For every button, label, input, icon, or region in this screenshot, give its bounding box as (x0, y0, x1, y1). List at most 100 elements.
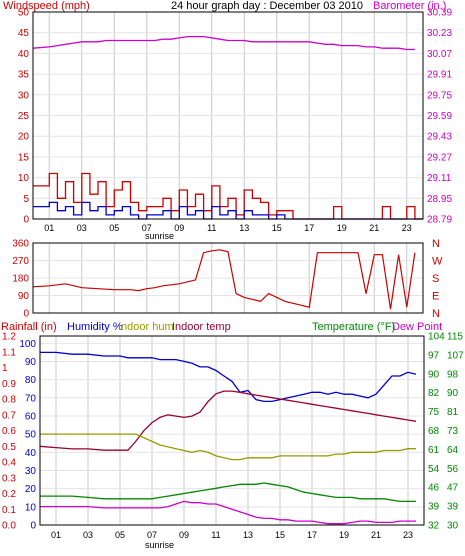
temperature-tick-label-outer: 81 (447, 407, 459, 418)
temperature-tick-label-inner: 68 (428, 426, 440, 437)
wind-direction-compass-label: W (432, 256, 443, 268)
windspeed-tick-label: 35 (18, 70, 30, 81)
wind-baro-x-tick-label: 23 (402, 223, 412, 233)
series-line-temperature (40, 482, 416, 503)
temperature-tick-label-inner: 54 (428, 464, 440, 475)
rainfall-tick-label: 1.2 (2, 332, 16, 343)
humidity-tick-label: 90 (25, 357, 37, 368)
wind-baro-x-tick-label: 05 (109, 223, 119, 233)
wind-direction-compass-label: S (432, 273, 439, 285)
barometer-tick-label: 29.11 (427, 173, 452, 184)
wind-direction-gridlines (33, 243, 423, 313)
rainfall-tick-label: 1.1 (2, 347, 16, 358)
temperature-tick-label-outer: 115 (447, 332, 463, 343)
rainfall-tick-label: 0.3 (2, 473, 16, 484)
wind-direction-degree-label: 270 (12, 256, 29, 267)
windspeed-tick-label: 50 (18, 8, 30, 19)
humidity-tick-label: 10 (25, 502, 37, 513)
climate-series (39, 351, 417, 525)
wind-baro-x-tick-label: 07 (142, 223, 152, 233)
temperature-tick-label-inner: 104 (428, 332, 445, 343)
temperature-tick-label-inner: 32 (428, 521, 440, 532)
windspeed-tick-label: 45 (18, 28, 30, 39)
wind-baro-x-tick-label: 19 (337, 223, 347, 233)
wind-direction-series (32, 249, 416, 310)
rainfall-tick-label: 0.9 (2, 379, 16, 390)
humidity-tick-label: 80 (25, 375, 37, 386)
barometer-tick-label: 30.39 (427, 8, 452, 19)
wind-direction-plot-border (32, 242, 424, 314)
sunrise-label-2: sunrise (145, 540, 174, 550)
windspeed-tick-label: 20 (18, 132, 30, 143)
temperature-tick-label-inner: 39 (428, 502, 440, 513)
wind-direction-degree-label: 360 (12, 239, 29, 250)
rainfall-tick-labels: 0.0 0.1 0.2 0.3 0.4 0.5 0.6 0.7 0.8 0.9 1 1.1 1.2 (2, 332, 16, 532)
wind-baro-x-tick-labels: 01 03 05 07 09 11 13 15 17 19 21 23 (44, 223, 412, 233)
humidity-tick-label: 30 (25, 466, 37, 477)
humidity-tick-labels: 0 10 20 30 40 50 60 70 80 90 100 (19, 339, 36, 532)
series-line-dew-point (40, 500, 416, 525)
rainfall-tick-label: 0.5 (2, 442, 16, 453)
temperature-tick-label-outer: 73 (447, 426, 459, 437)
windspeed-tick-label: 25 (18, 111, 30, 122)
rainfall-tick-label: 0.2 (2, 489, 16, 500)
humidity-tick-label: 0 (30, 521, 36, 532)
temperature-tick-label-outer: 98 (447, 369, 459, 380)
rainfall-axis-label: Rainfall (in) (1, 321, 57, 333)
wind-baro-x-tick-label: 11 (207, 223, 216, 233)
humidity-tick-label: 20 (25, 484, 37, 495)
series-line-indoor-hum (40, 433, 416, 461)
windspeed-tick-label: 0 (23, 215, 29, 226)
temperature-tick-label-outer: 56 (447, 464, 459, 475)
windspeed-axis-label: Windspeed (mph) (3, 0, 90, 12)
sunrise-label-1: sunrise (145, 231, 174, 241)
rainfall-tick-label: 0.6 (2, 426, 16, 437)
temperature-tick-label-inner: 61 (428, 445, 440, 456)
rainfall-tick-label: 0.1 (2, 505, 16, 516)
series-line-wind-direction (32, 249, 416, 310)
rainfall-tick-label: 0.0 (2, 521, 16, 532)
humidity-tick-label: 40 (25, 448, 37, 459)
temperature-tick-label-inner: 75 (428, 407, 440, 418)
temperature-tick-label-inner: 46 (428, 483, 440, 494)
barometer-tick-label: 28.95 (427, 194, 452, 205)
temperature-tick-label-outer: 39 (447, 502, 459, 513)
wind-baro-x-tick-label: 13 (239, 223, 249, 233)
wind-direction-compass-label: E (432, 291, 439, 303)
barometer-axis-label: Barometer (in.) (373, 0, 446, 12)
humidity-axis-label: Humidity % (67, 321, 123, 333)
humidity-tick-label: 60 (25, 411, 37, 422)
wind-direction-compass-label: N (432, 308, 440, 320)
wind-baro-x-tick-label: 15 (272, 223, 282, 233)
wind-direction-degree-label: 90 (18, 291, 30, 302)
windspeed-tick-labels: 0 5 10 15 20 25 30 35 40 45 50 (18, 8, 30, 226)
climate-x-tick-label: 21 (371, 530, 381, 540)
temperature-tick-label-outer: 47 (447, 483, 459, 494)
climate-x-tick-label: 13 (243, 530, 253, 540)
wind-baro-gridlines (33, 12, 423, 219)
wind-direction-degree-label: 180 (12, 274, 29, 285)
wind-baro-x-tick-label: 21 (369, 223, 379, 233)
temperature-tick-label-inner: 82 (428, 388, 440, 399)
climate-x-tick-label: 07 (147, 530, 157, 540)
climate-x-tick-label: 15 (275, 530, 285, 540)
indoor-hum-axis-label: Indoor hum (118, 321, 174, 333)
windspeed-tick-label: 5 (23, 194, 29, 205)
rainfall-tick-label: 0.8 (2, 395, 16, 406)
windspeed-tick-label: 30 (18, 90, 30, 101)
barometer-tick-label: 29.27 (427, 152, 452, 163)
climate-x-tick-labels: 01 03 05 07 09 11 13 15 17 19 21 23 (51, 530, 413, 540)
climate-x-tick-label: 19 (339, 530, 349, 540)
barometer-tick-label: 30.07 (427, 49, 452, 60)
temperature-tick-labels-inner: 32 39 46 54 61 68 75 82 90 97 104 (428, 332, 445, 532)
humidity-tick-label: 50 (25, 430, 37, 441)
wind-direction-degree-labels: 0 90 180 270 360 (12, 239, 29, 320)
wind-baro-x-tick-label: 17 (304, 223, 314, 233)
humidity-tick-label: 70 (25, 393, 37, 404)
wind-direction-compass-label: N (432, 238, 440, 250)
barometer-tick-label: 28.79 (427, 215, 452, 226)
barometer-tick-label: 29.75 (427, 90, 452, 101)
barometer-tick-label: 29.91 (427, 70, 452, 81)
temperature-tick-labels-outer: 30 39 47 56 64 73 81 90 98 107 115 (447, 332, 464, 532)
barometer-tick-label: 29.59 (427, 111, 452, 122)
